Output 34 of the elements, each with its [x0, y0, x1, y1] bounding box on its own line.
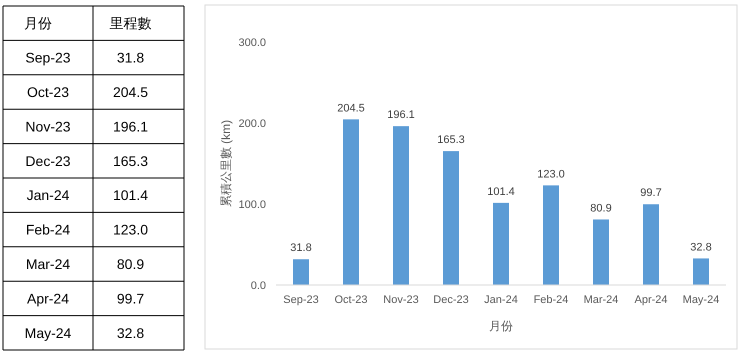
data-label: 123.0: [537, 168, 565, 180]
data-label: 101.4: [487, 186, 515, 198]
value-table: 月份 里程數 Sep-23 31.8 Oct-23 204.5 Nov-23 196.1 Dec-23 165.3 Jan-24 101.4 Feb-24 123.0 Mar-24 80.9 Apr-24 99.7 May-24 32.8: [2, 6, 184, 350]
y-tick-label: 300.0: [238, 37, 266, 49]
data-label: 204.5: [337, 102, 365, 114]
bar: [393, 126, 409, 285]
x-tick-label: Nov-23: [383, 294, 419, 306]
y-axis-title: 累積公里數 (km): [219, 120, 233, 208]
bar: [443, 151, 459, 285]
y-tick-label: 200.0: [238, 118, 266, 130]
x-tick-label: Apr-24: [634, 294, 668, 306]
data-label: 32.8: [690, 241, 712, 254]
data-label: 196.1: [387, 109, 415, 122]
x-tick-label: May-24: [682, 294, 720, 306]
y-tick-label: 100.0: [238, 199, 266, 211]
data-label: 99.7: [640, 187, 662, 200]
x-tick-label: Sep-23: [283, 294, 319, 306]
bar: [493, 202, 509, 285]
data-label: 31.8: [290, 242, 312, 254]
data-label: 165.3: [437, 134, 465, 146]
bar: [693, 258, 709, 285]
bar: [343, 119, 359, 285]
bar: [643, 204, 659, 285]
x-tick-label: Oct-23: [334, 294, 368, 306]
x-axis-title: 月份: [489, 319, 513, 333]
data-label: 80.9: [590, 202, 612, 214]
bar: [293, 259, 309, 285]
bar: [593, 219, 609, 285]
x-tick-label: Jan-24: [484, 294, 518, 306]
x-tick-label: Feb-24: [534, 294, 568, 306]
x-tick-label: Dec-23: [433, 294, 469, 306]
bar: [543, 185, 559, 285]
x-tick-label: Mar-24: [584, 294, 618, 306]
y-tick-label: 0.0: [250, 280, 266, 292]
